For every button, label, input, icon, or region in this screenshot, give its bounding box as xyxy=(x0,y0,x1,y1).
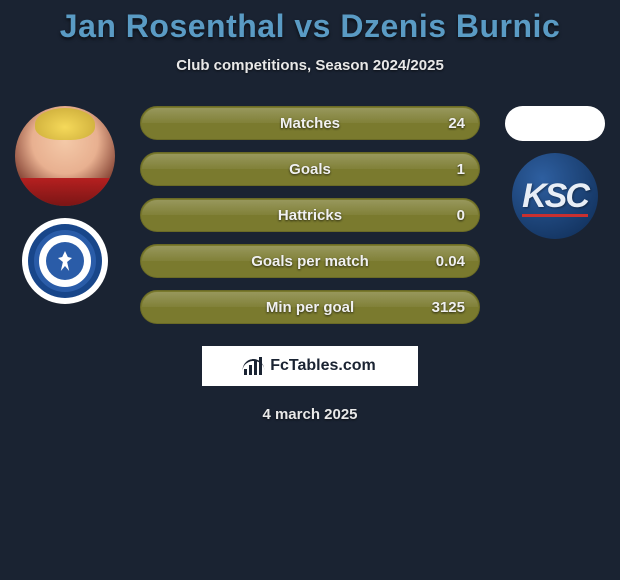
left-player-col xyxy=(10,106,120,304)
stat-label: Goals xyxy=(157,161,463,178)
brand-text: FcTables.com xyxy=(270,357,376,375)
club-badge-right: KSC xyxy=(512,153,598,239)
main-row: Matches24 Goals1 Hattricks0 Goals per match… xyxy=(0,106,620,324)
stat-row: Min per goal3125 xyxy=(140,290,480,324)
stat-label: Matches xyxy=(157,115,463,132)
comparison-card: Jan Rosenthal vs Dzenis Burnic Club comp… xyxy=(0,0,620,580)
stat-value-right: 24 xyxy=(448,115,465,132)
brand-box[interactable]: FcTables.com xyxy=(202,346,418,386)
stat-label: Min per goal xyxy=(157,299,463,316)
page-title: Jan Rosenthal vs Dzenis Burnic xyxy=(0,8,620,45)
stat-value-right: 0.04 xyxy=(436,253,465,270)
player-left-avatar xyxy=(15,106,115,206)
stat-label: Goals per match xyxy=(157,253,463,270)
subtitle: Club competitions, Season 2024/2025 xyxy=(0,57,620,74)
stat-row: Matches24 xyxy=(140,106,480,140)
stat-value-right: 1 xyxy=(457,161,465,178)
darmstadt-badge-inner xyxy=(28,224,102,298)
chart-icon xyxy=(244,357,264,375)
date-label: 4 march 2025 xyxy=(0,406,620,423)
stats-column: Matches24 Goals1 Hattricks0 Goals per match… xyxy=(140,106,480,324)
club-badge-left xyxy=(22,218,108,304)
stat-value-right: 3125 xyxy=(432,299,465,316)
lily-icon xyxy=(58,251,72,271)
player-right-avatar xyxy=(505,106,605,141)
stat-row: Goals per match0.04 xyxy=(140,244,480,278)
right-player-col: KSC xyxy=(500,106,610,239)
stat-label: Hattricks xyxy=(157,207,463,224)
ksc-text: KSC xyxy=(522,177,588,216)
darmstadt-center xyxy=(46,242,84,280)
stat-row: Hattricks0 xyxy=(140,198,480,232)
stat-value-right: 0 xyxy=(457,207,465,224)
stat-row: Goals1 xyxy=(140,152,480,186)
